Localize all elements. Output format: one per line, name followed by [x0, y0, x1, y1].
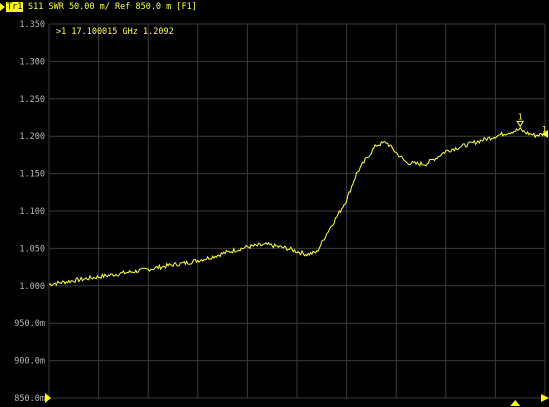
scroll-right-arrow-icon [541, 394, 549, 402]
y-tick-label: 1.150 [19, 170, 45, 180]
trace-header: Tr1 S11 SWR 50.00 m/ Ref 850.0 m [F1] [0, 0, 549, 14]
right-edge-marker-icon [542, 129, 548, 138]
y-tick-label: 1.300 [19, 57, 45, 67]
y-tick-label: 900.0m [14, 357, 45, 367]
active-trace-arrow-icon [0, 3, 5, 11]
marker-triangle-icon [516, 120, 525, 128]
marker-readout: >1 17.100015 GHz 1.2092 [56, 27, 174, 37]
y-tick-label: 1.000 [19, 282, 45, 292]
y-axis-labels: 1.350 1.300 1.250 1.200 1.150 1.100 1.050 1.000… [14, 20, 45, 404]
y-tick-label: 1.250 [19, 95, 45, 105]
reference-level-arrow-icon [45, 393, 51, 403]
y-tick-label: 1.100 [19, 207, 45, 217]
trace-settings-text: S11 SWR 50.00 m/ Ref 850.0 m [F1] [28, 2, 197, 12]
trace-series-s11-swr [48, 126, 546, 287]
grid [48, 23, 546, 399]
marker-label: 1 [518, 112, 523, 121]
y-tick-label: 850.0m [14, 394, 45, 404]
y-tick-label: 950.0m [14, 319, 45, 329]
stimulus-marker-icon [510, 400, 521, 406]
y-tick-label: 1.350 [19, 20, 45, 30]
y-tick-label: 1.050 [19, 244, 45, 254]
markers: 11 [45, 112, 549, 406]
trace-id-badge[interactable]: Tr1 [6, 2, 24, 12]
trace [48, 126, 546, 287]
end-marker-label: 1 [542, 125, 547, 134]
y-tick-label: 1.200 [19, 132, 45, 142]
